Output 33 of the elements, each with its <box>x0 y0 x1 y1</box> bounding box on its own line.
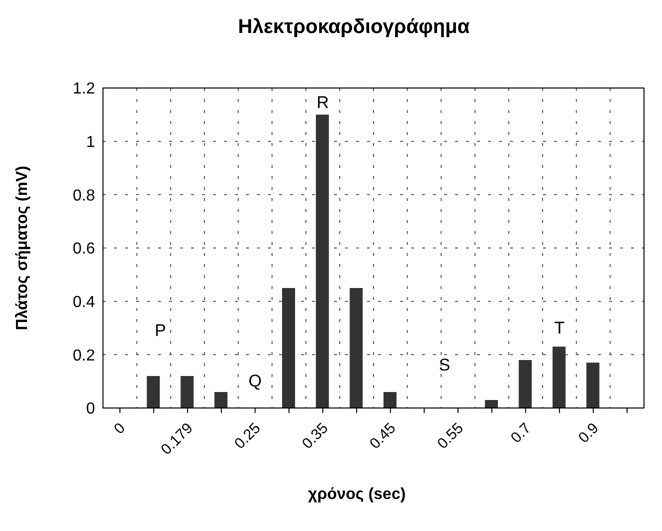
chart-title: Ηλεκτροκαρδιογράφημα <box>238 16 470 39</box>
annotation: P <box>154 321 166 340</box>
bar <box>384 392 396 408</box>
y-tick-label: 0.8 <box>72 187 96 204</box>
x-axis-title: χρόνος (sec) <box>308 486 406 504</box>
bar <box>586 362 600 408</box>
y-tick-label: 1 <box>86 134 96 152</box>
x-tick-label: 0.7 <box>508 420 534 447</box>
bar <box>518 360 532 408</box>
x-tick-label: 0.55 <box>434 420 467 452</box>
bar <box>282 288 296 408</box>
annotation: S <box>438 356 450 375</box>
y-tick-label: 0 <box>86 400 96 418</box>
y-tick-label: 0.4 <box>72 294 96 312</box>
x-tick-label: 0 <box>110 420 129 438</box>
x-tick-label: 0.45 <box>366 420 400 452</box>
bar <box>316 114 329 408</box>
bar <box>214 392 228 408</box>
x-tick-label: 0.35 <box>298 420 332 452</box>
x-tick-label: 0.25 <box>231 420 264 452</box>
bar <box>350 288 363 408</box>
y-tick-label: 1.2 <box>72 80 96 98</box>
bar <box>552 346 566 408</box>
annotation: T <box>554 318 565 338</box>
annotation: Q <box>248 372 262 391</box>
y-axis-title: Πλάτος σήματος (mV) <box>14 166 32 330</box>
x-tick-label: 0.9 <box>575 420 602 447</box>
bar <box>180 376 194 408</box>
y-tick-label: 0.2 <box>72 347 96 364</box>
annotation: R <box>316 93 329 112</box>
bar <box>146 376 160 408</box>
y-tick-label: 0.6 <box>72 240 96 258</box>
bar <box>484 400 498 408</box>
